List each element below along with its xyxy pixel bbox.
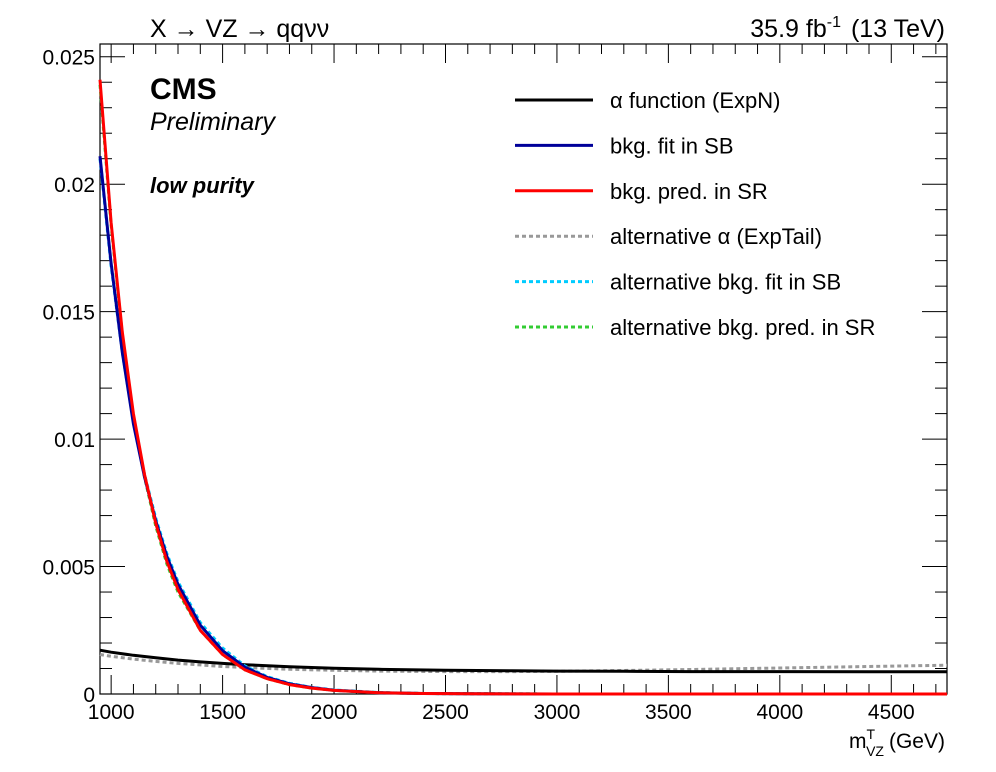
x-axis-title-sup: T (867, 726, 876, 742)
legend: α function (ExpN) bkg. fit in SB bkg. pred… (515, 88, 875, 340)
x-tick-label: 2500 (422, 701, 469, 724)
x-tick-label: 3000 (534, 701, 581, 724)
lumi-value: 35.9 fb (750, 15, 826, 43)
chart-title-right: 35.9 fb-1 (13 TeV) (750, 14, 945, 43)
y-tick-label: 0 (83, 684, 95, 707)
y-axis: 0 0.005 0.01 0.015 0.02 0.025 (42, 47, 947, 707)
y-tick-label: 0.01 (54, 429, 95, 452)
x-tick-label: 1000 (88, 701, 135, 724)
series-line (98, 79, 947, 696)
x-axis: 1000 1500 2000 2500 3000 3500 4000 4500 (88, 44, 937, 724)
x-axis-title-unit: (GeV) (889, 730, 945, 753)
x-tick-label: 1500 (199, 701, 246, 724)
legend-entry: bkg. fit in SB (610, 133, 734, 158)
legend-entry: bkg. pred. in SR (610, 179, 768, 204)
legend-entry: alternative bkg. fit in SB (610, 270, 841, 295)
x-axis-title-sub: VZ (866, 743, 884, 759)
x-tick-label: 4500 (868, 701, 915, 724)
legend-entry: alternative α (ExpTail) (610, 224, 822, 249)
category-label: low purity (150, 173, 256, 198)
series-line (99, 653, 948, 674)
legend-entry: alternative bkg. pred. in SR (610, 315, 875, 340)
y-tick-label: 0.005 (42, 557, 95, 580)
y-tick-label: 0.025 (42, 47, 95, 70)
x-tick-label: 2000 (311, 701, 358, 724)
x-tick-label: 4000 (756, 701, 803, 724)
series-layer (98, 79, 948, 696)
y-tick-label: 0.02 (54, 174, 95, 197)
x-axis-title-base: m (849, 730, 867, 753)
lumi-exponent: -1 (827, 14, 841, 31)
chart-title-left: X → VZ → qqνν (150, 15, 329, 43)
x-axis-title: mT VZ (GeV) (849, 726, 945, 759)
plot-frame (99, 43, 948, 695)
y-tick-label: 0.015 (42, 302, 95, 325)
energy-label: (13 TeV) (851, 15, 945, 43)
series-line (99, 648, 947, 674)
legend-entry: α function (ExpN) (610, 88, 780, 113)
x-tick-label: 3500 (645, 701, 692, 724)
cms-label: CMS (150, 73, 217, 106)
preliminary-label: Preliminary (150, 108, 277, 136)
